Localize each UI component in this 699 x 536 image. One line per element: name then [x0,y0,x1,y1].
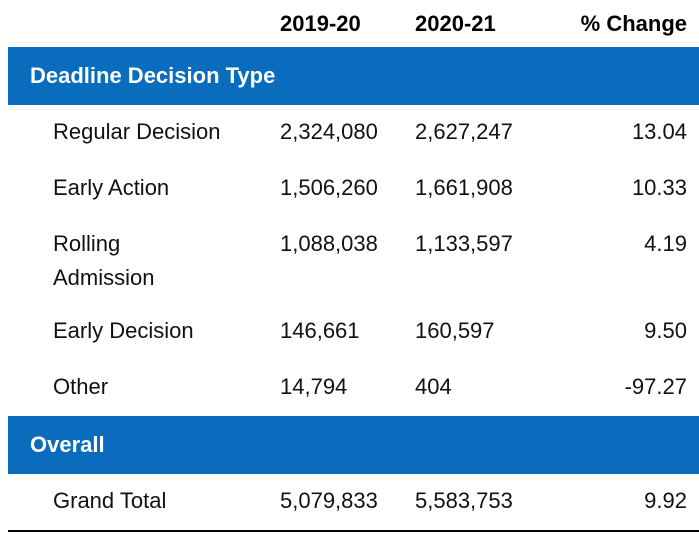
row-label: Early Decision [53,318,194,343]
section-band-label: Overall [30,432,105,457]
row-label: Other [53,374,109,399]
value-pct-change: 10.33 [631,175,687,200]
value-pct-change: 4.19 [644,231,687,256]
row-label: Rolling Admission [53,231,155,290]
value-pct-change: -97.27 [624,374,687,399]
value-2020-21: 1,133,597 [415,231,513,256]
section-band-0: Deadline Decision Type [8,47,699,105]
table-row: Rolling Admission 1,088,038 1,133,597 4.19 [0,217,699,304]
row-label: Regular Decision [53,119,221,144]
value-2019-20: 1,506,260 [280,175,378,200]
value-pct-change: 9.50 [644,318,687,343]
value-2019-20: 146,661 [280,318,360,343]
col-header-2019-20: 2019-20 [280,10,361,36]
value-2019-20: 14,794 [280,374,348,399]
value-2020-21: 2,627,247 [415,119,513,144]
value-pct-change: 13.04 [631,119,687,144]
col-header-2020-21: 2020-21 [415,10,496,36]
value-2020-21: 160,597 [415,318,495,343]
value-2020-21: 1,661,908 [415,175,513,200]
value-pct-change: 9.92 [644,488,687,513]
value-2020-21: 404 [415,374,452,399]
table-row: Other 14,794 404 -97.27 [0,360,699,416]
value-2019-20: 5,079,833 [280,488,378,513]
table-row: Early Action 1,506,260 1,661,908 10.33 [0,161,699,217]
column-header-row: 2019-20 2020-21 % Change [0,0,699,47]
bottom-rule [8,530,699,532]
table-row: Grand Total 5,079,833 5,583,753 9.92 [0,474,699,530]
row-label: Grand Total [53,488,167,513]
table-row: Regular Decision 2,324,080 2,627,247 13.04 [0,105,699,161]
value-2019-20: 1,088,038 [280,231,378,256]
section-band-label: Deadline Decision Type [30,63,276,88]
table-row: Early Decision 146,661 160,597 9.50 [0,304,699,360]
section-band-1: Overall [8,416,699,474]
row-label: Early Action [53,175,170,200]
value-2020-21: 5,583,753 [415,488,513,513]
value-2019-20: 2,324,080 [280,119,378,144]
table-body: Deadline Decision Type Regular Decision 2,… [0,47,699,530]
col-header-pct-change: % Change [580,10,687,36]
